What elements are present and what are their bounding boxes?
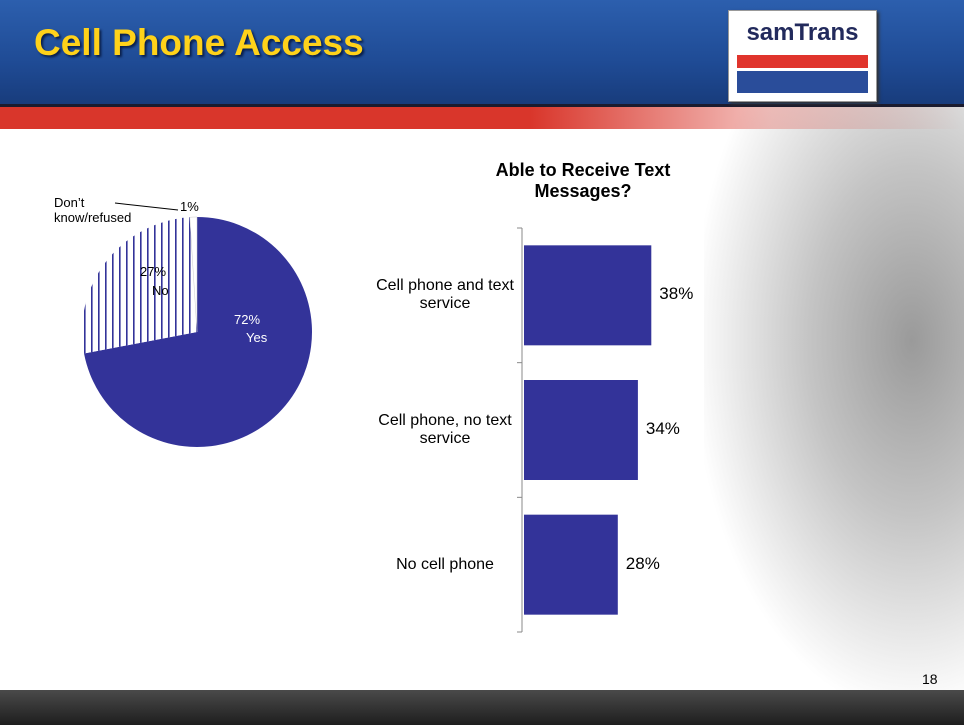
- pie-slice: [84, 217, 313, 447]
- pie-value-label: 27%: [140, 264, 167, 279]
- pie-value-label: 72%: [234, 312, 261, 327]
- pie-value-label: 1%: [180, 199, 199, 214]
- bar-value-label: 28%: [625, 553, 660, 573]
- logo: samTrans: [728, 10, 877, 102]
- logo-blue-bar: [737, 71, 868, 93]
- logo-red-bar: [737, 55, 868, 68]
- bar-value-label: 38%: [659, 284, 694, 304]
- bar: [524, 380, 638, 480]
- category-label: Cell phone and text service: [376, 277, 514, 313]
- category-label: Cell phone, no text service: [378, 412, 512, 447]
- pie-slice: [81, 217, 197, 354]
- pie-category-label: Don’t know/refused: [54, 195, 132, 225]
- slide-title: Cell Phone Access: [34, 22, 364, 63]
- pie-category-label: Yes: [246, 330, 268, 345]
- leader-line: [114, 202, 179, 211]
- chart-title: Able to Receive Text Messages?: [495, 160, 671, 201]
- category-label: No cell phone: [396, 555, 494, 573]
- pie-slice: [189, 216, 198, 333]
- bar: [524, 514, 618, 615]
- bar-value-label: 34%: [645, 419, 680, 438]
- red-stripe: [0, 107, 964, 129]
- background-photo: [704, 107, 964, 692]
- pie-category-label: No: [152, 283, 169, 298]
- logo-text: samTrans: [746, 19, 859, 46]
- bar: [524, 245, 652, 346]
- page-number: 18: [922, 671, 938, 687]
- footer: [0, 690, 964, 725]
